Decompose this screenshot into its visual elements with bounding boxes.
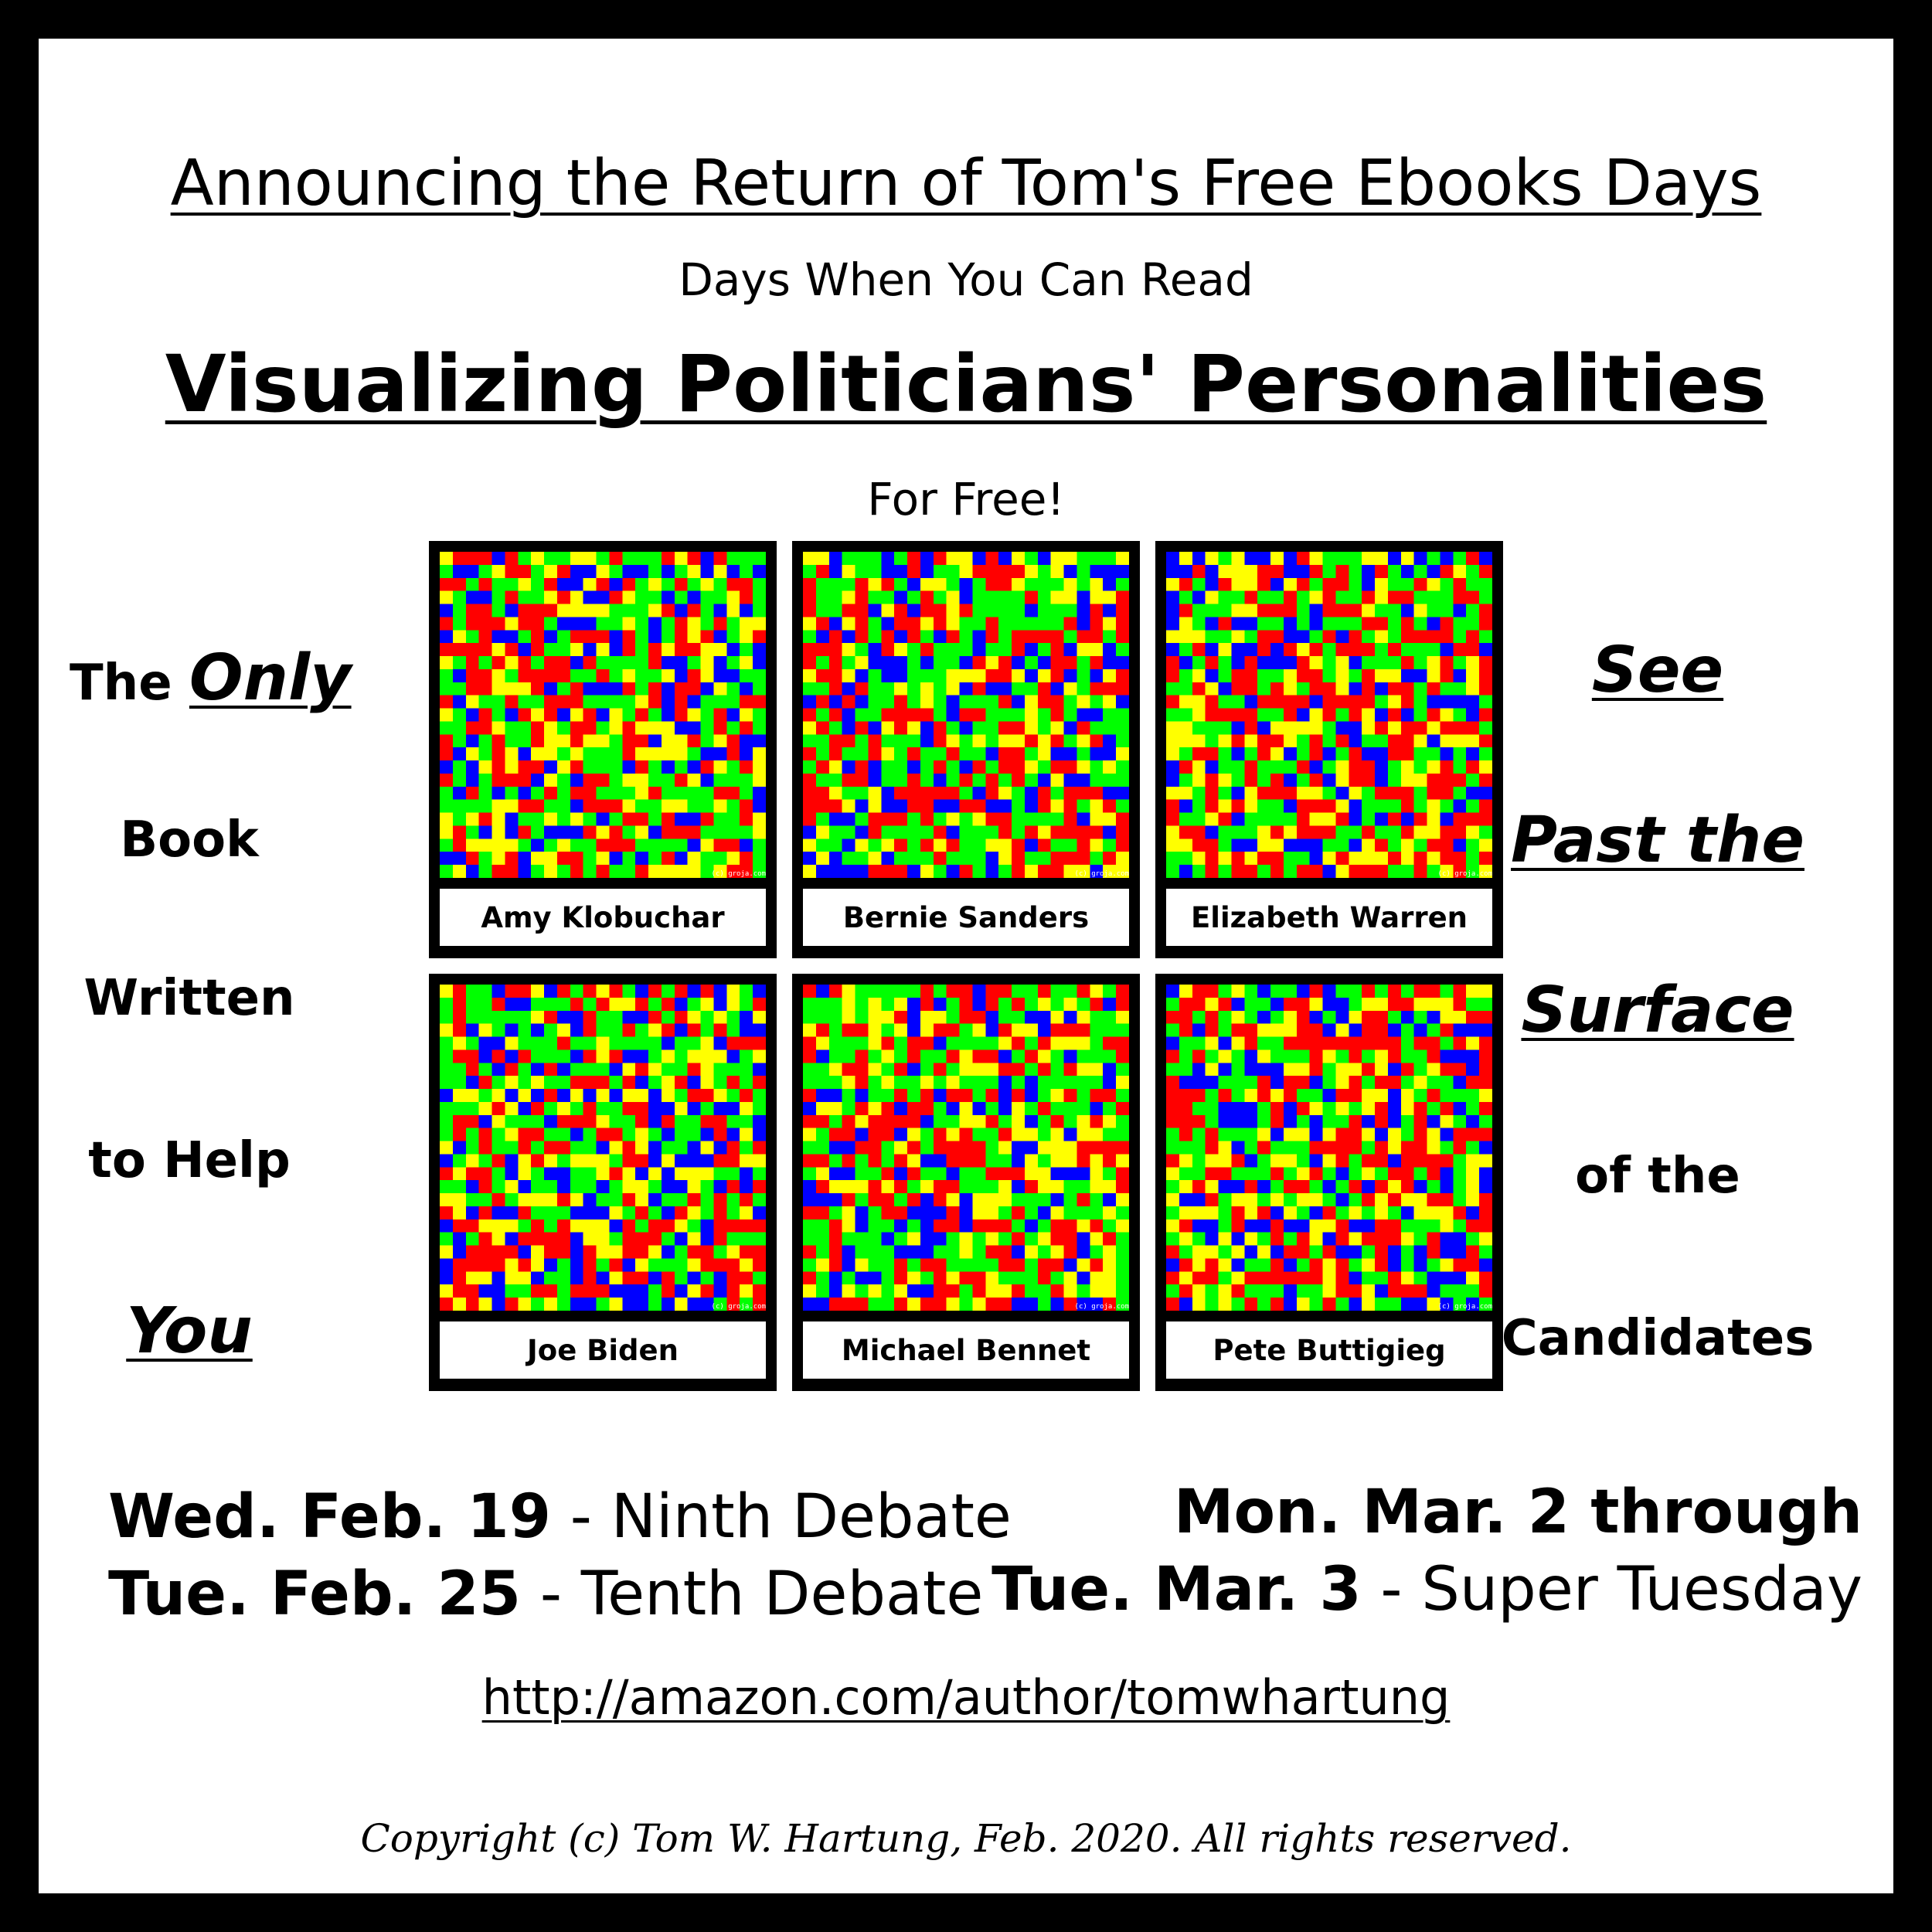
candidate-card: (c) groja.com Pete Buttigieg (1155, 974, 1503, 1391)
candidate-card: (c) groja.com Amy Klobuchar (429, 541, 777, 958)
personality-grid-image (803, 985, 1129, 1311)
date-line-2: Tue. Feb. 25 - Tenth Debate (108, 1560, 984, 1629)
left-phrase-4: to Help (88, 1132, 291, 1189)
subline: Days When You Can Read (679, 253, 1253, 306)
personality-grid-image (440, 552, 766, 878)
image-credit: (c) groja.com (711, 1303, 766, 1311)
left-phrase-3: Written (83, 970, 295, 1027)
right-phrase-3: Surface (1521, 974, 1794, 1047)
date-line-1: Wed. Feb. 19 - Ninth Debate (108, 1482, 1012, 1552)
date-line-3: Mon. Mar. 2 through (1173, 1478, 1862, 1547)
candidate-name: Pete Buttigieg (1166, 1321, 1492, 1379)
left-phrase-1: The Only (70, 641, 352, 715)
right-phrase-2: Past the (1511, 804, 1804, 877)
for-free: For Free! (867, 473, 1065, 526)
right-phrase-4: of the (1575, 1148, 1740, 1205)
right-phrase-5: Candidates (1501, 1310, 1815, 1367)
image-credit: (c) groja.com (1437, 1303, 1492, 1311)
date-line-4: Tue. Mar. 3 - Super Tuesday (992, 1555, 1862, 1624)
author-url[interactable]: http://amazon.com/author/tomwhartung (481, 1669, 1451, 1726)
personality-grid-image (1166, 985, 1492, 1311)
left-phrase-5: You (126, 1294, 253, 1368)
right-phrase-1: See (1591, 634, 1724, 707)
copyright-notice: Copyright (c) Tom W. Hartung, Feb. 2020.… (360, 1816, 1572, 1861)
candidate-card: (c) groja.com Bernie Sanders (792, 541, 1140, 958)
personality-grid-image (1166, 552, 1492, 878)
image-credit: (c) groja.com (1074, 1303, 1129, 1311)
candidate-name: Amy Klobuchar (440, 889, 766, 946)
left-emphasis-only: Only (189, 641, 352, 715)
candidate-card: (c) groja.com Joe Biden (429, 974, 777, 1391)
personality-grid-image (440, 985, 766, 1311)
image-credit: (c) groja.com (1074, 870, 1129, 878)
candidate-name: Bernie Sanders (803, 889, 1129, 946)
candidate-name: Elizabeth Warren (1166, 889, 1492, 946)
image-credit: (c) groja.com (711, 870, 766, 878)
left-phrase-2: Book (120, 811, 259, 869)
candidate-name: Joe Biden (440, 1321, 766, 1379)
candidate-card: (c) groja.com Elizabeth Warren (1155, 541, 1503, 958)
candidate-name: Michael Bennet (803, 1321, 1129, 1379)
poster: Announcing the Return of Tom's Free Eboo… (39, 39, 1893, 1893)
personality-grid-image (803, 552, 1129, 878)
headline: Announcing the Return of Tom's Free Eboo… (170, 147, 1762, 220)
image-credit: (c) groja.com (1437, 870, 1492, 878)
candidate-card: (c) groja.com Michael Bennet (792, 974, 1140, 1391)
book-title: Visualizing Politicians' Personalities (165, 338, 1767, 430)
